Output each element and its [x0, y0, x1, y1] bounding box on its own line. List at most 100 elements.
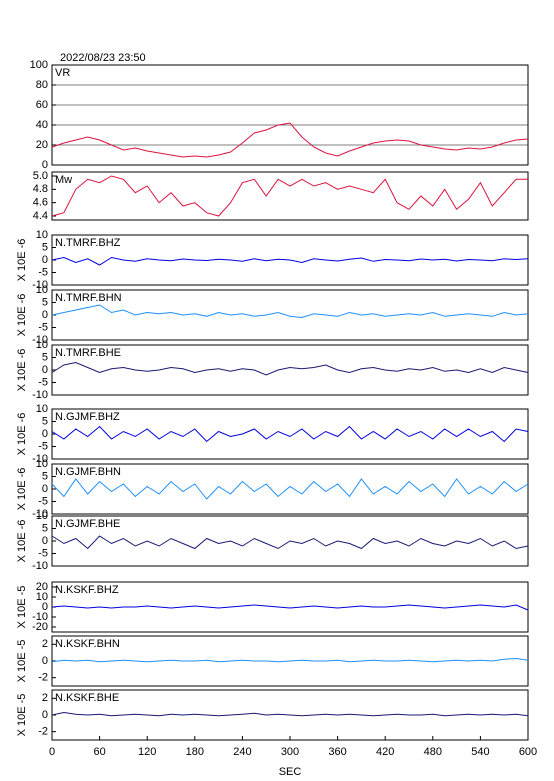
y-tick-label: 10: [36, 403, 48, 415]
y-tick-label: 20: [36, 139, 48, 151]
y-tick-label: 4.6: [33, 197, 48, 209]
y-tick-label: 5: [42, 351, 48, 363]
y-tick-label: -5: [38, 495, 48, 507]
y-tick-label: 0: [42, 159, 48, 171]
y-tick-label: 2: [42, 638, 48, 650]
panel-label: N.GJMF.BHZ: [55, 411, 120, 423]
y-tick-label: 0: [42, 483, 48, 495]
trace-line: [51, 304, 529, 319]
x-tick-label: 480: [424, 746, 442, 758]
y-axis-label: X 10E -6: [16, 239, 28, 282]
y-tick-label: -10: [32, 334, 48, 346]
trace-line: [51, 425, 529, 443]
y-tick-label: 4.8: [33, 183, 48, 195]
trace-line: [51, 535, 529, 550]
y-axis-label: X 10E -6: [16, 413, 28, 456]
y-axis-label: X 10E -5: [16, 586, 28, 629]
y-tick-label: 0: [42, 309, 48, 321]
y-tick-label: 5: [42, 522, 48, 534]
y-tick-label: -5: [38, 376, 48, 388]
trace-line: [51, 604, 529, 611]
panel-label: N.TMRF.BHE: [55, 347, 121, 359]
y-tick-label: 40: [36, 119, 48, 131]
y-tick-label: 20: [36, 581, 48, 593]
panel-frame: [51, 408, 529, 460]
x-tick-label: 60: [93, 746, 105, 758]
panel-label: Mw: [55, 174, 72, 186]
trace-line: [51, 478, 529, 500]
y-tick-label: -2: [38, 726, 48, 738]
y-tick-label: 0: [42, 254, 48, 266]
y-tick-label: 10: [36, 458, 48, 470]
y-tick-label: 10: [36, 591, 48, 603]
x-tick-label: 120: [138, 746, 156, 758]
y-tick-label: 5.0: [33, 170, 48, 182]
panel-label: N.GJMF.BHE: [55, 518, 120, 530]
trace-line: [51, 711, 529, 717]
panel-frame: [51, 463, 529, 515]
y-tick-label: 5: [42, 470, 48, 482]
panel-label: N.GJMF.BHN: [55, 466, 121, 478]
y-axis-label: X 10E -6: [16, 520, 28, 563]
panel-label: N.TMRF.BHZ: [55, 237, 121, 249]
y-tick-label: -10: [32, 389, 48, 401]
y-tick-label: -5: [38, 321, 48, 333]
y-axis-label: X 10E -5: [16, 694, 28, 737]
y-tick-label: 10: [36, 284, 48, 296]
x-tick-label: 540: [471, 746, 489, 758]
panel-label: N.TMRF.BHN: [55, 292, 122, 304]
y-tick-label: 0: [42, 709, 48, 721]
y-tick-label: -5: [38, 266, 48, 278]
y-axis-label: X 10E -6: [16, 294, 28, 337]
y-tick-label: -10: [32, 279, 48, 291]
x-tick-label: 420: [376, 746, 394, 758]
panel-label: N.KSKF.BHN: [55, 638, 120, 650]
y-axis-label: X 10E -6: [16, 349, 28, 392]
panel-frame: [51, 64, 529, 166]
y-tick-label: -10: [32, 508, 48, 520]
y-tick-label: 10: [36, 510, 48, 522]
y-tick-label: 5: [42, 415, 48, 427]
y-tick-label: 0: [42, 364, 48, 376]
y-tick-label: 0: [42, 601, 48, 613]
panel-label: N.KSKF.BHZ: [55, 584, 119, 596]
x-tick-label: 360: [328, 746, 346, 758]
y-tick-label: 10: [36, 339, 48, 351]
y-tick-label: 80: [36, 79, 48, 91]
panel-label: VR: [55, 67, 70, 79]
trace-line: [51, 122, 529, 158]
y-tick-label: 10: [36, 229, 48, 241]
panel-frame: [51, 171, 529, 221]
y-tick-label: -5: [38, 547, 48, 559]
y-tick-label: 0: [42, 655, 48, 667]
y-tick-label: -2: [38, 672, 48, 684]
x-axis-label: SEC: [279, 766, 302, 778]
y-tick-label: 5: [42, 241, 48, 253]
y-tick-label: 100: [30, 59, 48, 71]
x-tick-label: 0: [49, 746, 55, 758]
x-tick-label: 240: [233, 746, 251, 758]
trace-line: [51, 657, 529, 663]
y-tick-label: -5: [38, 440, 48, 452]
y-tick-label: 2: [42, 692, 48, 704]
x-tick-label: 300: [281, 746, 299, 758]
y-tick-label: 4.4: [33, 210, 48, 222]
y-tick-label: -20: [32, 621, 48, 633]
y-tick-label: -10: [32, 611, 48, 623]
x-tick-label: 180: [186, 746, 204, 758]
trace-line: [51, 361, 529, 376]
y-tick-label: 60: [36, 99, 48, 111]
trace-line: [51, 175, 528, 217]
chart-title: 2022/08/23 23:50: [60, 52, 146, 64]
y-tick-label: -10: [32, 453, 48, 465]
y-axis-label: X 10E -6: [16, 468, 28, 511]
trace-line: [51, 256, 529, 266]
y-tick-label: 0: [42, 428, 48, 440]
panel-label: N.KSKF.BHE: [55, 692, 119, 704]
y-axis-label: X 10E -5: [16, 640, 28, 683]
x-tick-label: 600: [519, 746, 537, 758]
y-tick-label: 5: [42, 296, 48, 308]
y-tick-label: -10: [32, 560, 48, 572]
y-tick-label: 0: [42, 535, 48, 547]
